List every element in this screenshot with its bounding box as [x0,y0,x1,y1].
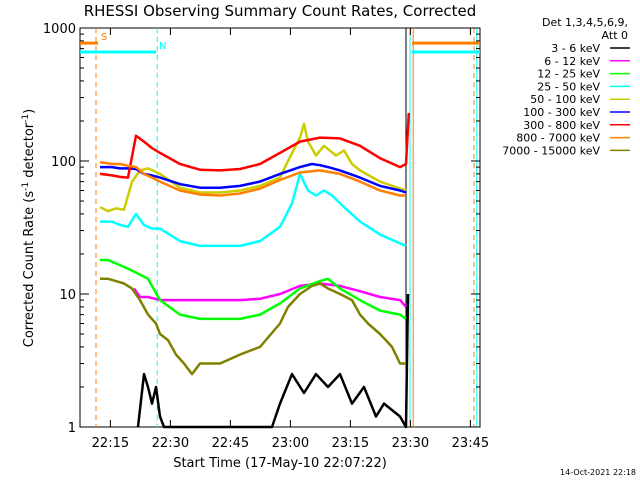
legend-label: 7000 - 15000 keV [502,144,600,157]
series-line [132,282,407,308]
x-tick-label: 23:15 [332,436,369,451]
flag-label: S [101,32,107,43]
series-line [136,293,410,429]
legend-label: 100 - 300 keV [523,106,600,119]
legend-label: 800 - 7000 keV [516,132,600,145]
series-line [99,122,407,213]
plot-area [79,27,481,428]
y-tick-label: 1000 [43,22,76,37]
y-axis-label: Corrected Count Rate (s-1 detector-1) [21,109,37,347]
y-axis-label-main: Corrected Count Rate (s [22,191,37,348]
x-axis-label: Start Time (17-May-10 22:07:22) [173,456,387,471]
x-tick-label: 22:30 [152,436,189,451]
flag-label: N [159,41,166,52]
y-axis-label-mid: detector [22,122,37,182]
x-tick-label: 22:15 [92,436,129,451]
legend-label: 12 - 25 keV [537,68,600,81]
y-tick-label: 100 [51,155,76,170]
x-tick-label: 23:00 [272,436,309,451]
x-tick-label: 23:45 [452,436,489,451]
axis-ticks: 22:15 22:30 22:45 23:00 23:15 23:30 23:45 1 10 10… [43,22,489,451]
timestamp: 14-Oct-2021 22:18 [560,468,636,477]
chart-title: RHESSI Observing Summary Count Rates, Co… [84,2,477,20]
plot-frame [79,27,481,428]
legend-label: 6 - 12 keV [544,55,600,68]
legend-label: 300 - 800 keV [523,119,600,132]
legend-label: 25 - 50 keV [537,80,600,93]
y-tick-label: 1 [68,421,76,436]
series-line [99,112,411,179]
series-line [99,160,406,197]
y-axis-label-sup1: -1 [21,182,31,191]
legend-label: 50 - 100 keV [530,93,600,106]
legend-label: 3 - 6 keV [551,42,600,55]
x-tick-label: 23:30 [392,436,429,451]
x-tick-label: 22:45 [212,436,249,451]
series-lines: SN [80,28,480,429]
series-line [100,162,407,194]
legend-title-2: Att 0 [602,29,628,42]
series-line [100,172,407,248]
legend-title: Det 1,3,4,5,6,9, [542,16,628,29]
series-line [100,258,407,321]
y-axis-label-sup2: -1 [21,114,31,123]
y-tick-label: 10 [59,288,76,303]
series-line [100,277,406,376]
y-axis-label-end: ) [22,109,37,114]
